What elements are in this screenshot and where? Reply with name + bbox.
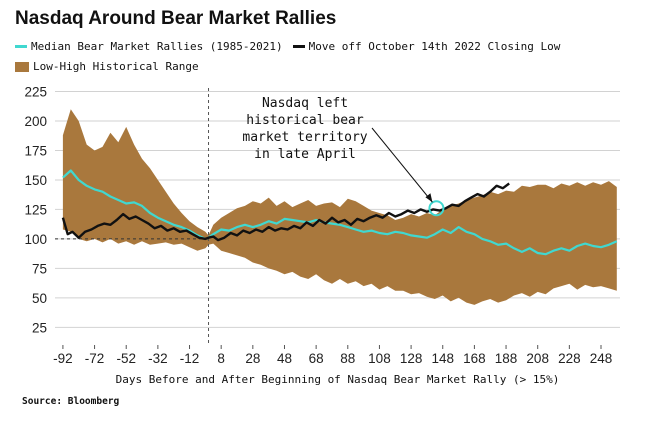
x-axis-label: Days Before and After Beginning of Nasda… bbox=[116, 373, 560, 386]
y-tick-label: 50 bbox=[32, 291, 47, 306]
legend-row-2: Low-High Historical Range bbox=[15, 60, 209, 73]
x-tick-label: 148 bbox=[431, 351, 454, 366]
x-tick-label: 48 bbox=[277, 351, 292, 366]
x-tick-label: -72 bbox=[85, 351, 105, 366]
x-tick-label: 248 bbox=[590, 351, 613, 366]
chart-title: Nasdaq Around Bear Market Rallies bbox=[15, 8, 337, 29]
median-line bbox=[62, 169, 618, 256]
legend-swatch-move bbox=[292, 45, 305, 48]
annotation-line: historical bear bbox=[246, 113, 364, 128]
annotation-line: market territory bbox=[242, 130, 367, 145]
x-tick-label: 8 bbox=[217, 351, 225, 366]
legend-label-move: Move off October 14th 2022 Closing Low bbox=[308, 40, 561, 53]
y-tick-label: 100 bbox=[24, 232, 47, 247]
legend-label-median: Median Bear Market Rallies (1985-2021) bbox=[31, 40, 283, 53]
y-tick-label: 225 bbox=[24, 85, 47, 100]
y-tick-label: 75 bbox=[32, 261, 47, 276]
x-tick-label: -12 bbox=[180, 351, 200, 366]
source-note: Source: Bloomberg bbox=[22, 396, 120, 407]
x-tick-label: 188 bbox=[495, 351, 518, 366]
annotation-line: in late April bbox=[254, 147, 356, 162]
legend-item-range: Low-High Historical Range bbox=[15, 60, 199, 73]
x-tick-label: 68 bbox=[309, 351, 324, 366]
move-line bbox=[61, 182, 510, 242]
x-tick-label: 168 bbox=[463, 351, 486, 366]
x-tick-label: 128 bbox=[400, 351, 423, 366]
annotation-line: Nasdaq left bbox=[262, 96, 348, 111]
y-tick-label: 150 bbox=[24, 173, 47, 188]
legend-row-1: Median Bear Market Rallies (1985-2021) M… bbox=[15, 40, 570, 53]
x-tick-label: 208 bbox=[526, 351, 549, 366]
x-tick-label: 88 bbox=[340, 351, 355, 366]
x-tick-label: 108 bbox=[368, 351, 391, 366]
y-tick-label: 25 bbox=[32, 320, 47, 335]
annotation-marker bbox=[428, 200, 445, 217]
x-tick-label: 28 bbox=[245, 351, 260, 366]
y-tick-label: 125 bbox=[24, 202, 47, 217]
legend-item-move: Move off October 14th 2022 Closing Low bbox=[292, 40, 561, 53]
range-band bbox=[62, 109, 617, 305]
legend-swatch-range bbox=[15, 61, 29, 72]
y-tick-label: 200 bbox=[24, 114, 47, 129]
legend-label-range: Low-High Historical Range bbox=[33, 60, 199, 73]
annotation-arrowhead bbox=[425, 193, 433, 203]
y-tick-label: 175 bbox=[24, 143, 47, 158]
legend-swatch-median bbox=[15, 45, 27, 48]
annotation-leader bbox=[371, 127, 433, 203]
x-tick-label: -52 bbox=[116, 351, 136, 366]
x-tick-label: 228 bbox=[558, 351, 581, 366]
x-tick-label: -92 bbox=[53, 351, 73, 366]
x-tick-label: -32 bbox=[148, 351, 168, 366]
legend-item-median: Median Bear Market Rallies (1985-2021) bbox=[15, 40, 283, 53]
